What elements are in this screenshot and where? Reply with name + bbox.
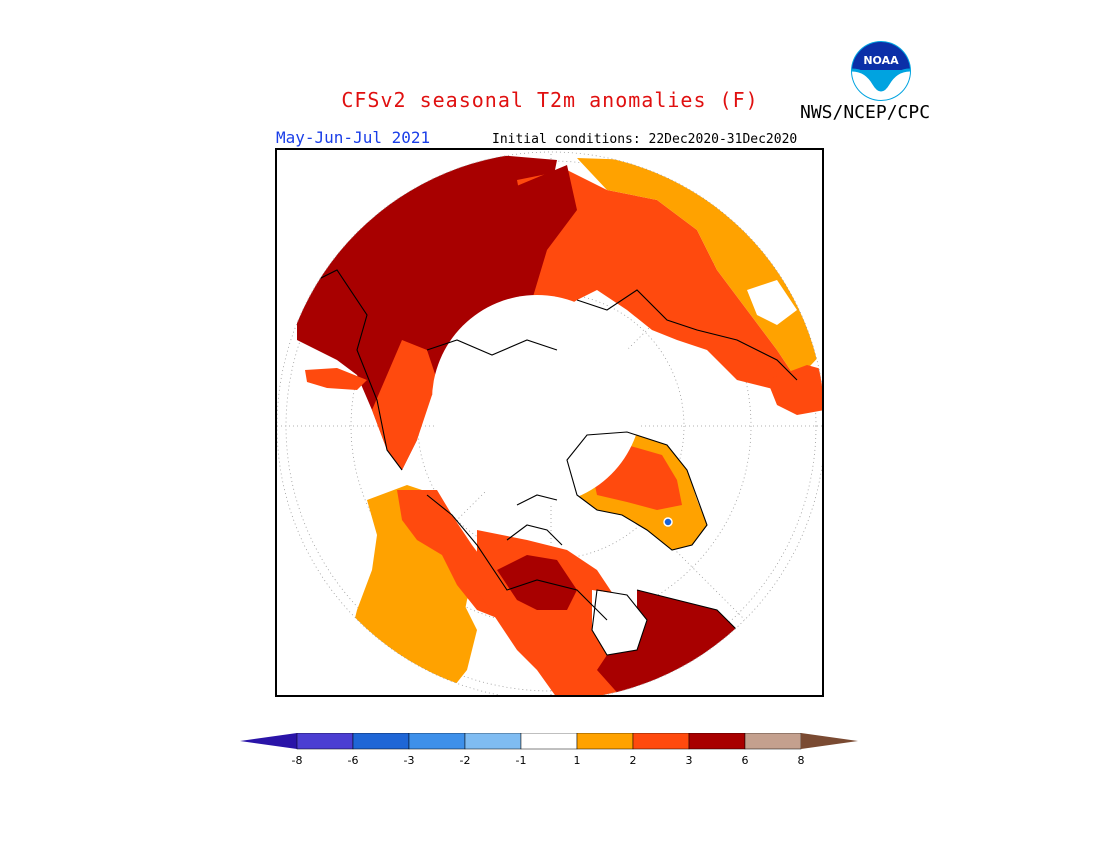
legend-bin — [632, 733, 690, 750]
legend-bin — [352, 733, 410, 750]
arctic-neutral-region — [432, 295, 642, 505]
legend-label: 3 — [686, 754, 693, 767]
noaa-logo: NOAA — [851, 41, 911, 101]
legend-bin — [576, 733, 634, 750]
legend-arrow-low — [240, 733, 297, 749]
legend-label: -8 — [292, 754, 303, 767]
anomaly-region-kamchatka — [305, 368, 367, 390]
logo-bird — [852, 70, 910, 100]
anomaly-region-hudson-white — [592, 590, 647, 655]
logo-text: NOAA — [863, 54, 899, 67]
legend-label: 1 — [574, 754, 581, 767]
legend-bin — [744, 733, 802, 750]
coastlines — [296, 269, 798, 656]
anomaly-region-pacific-nw — [417, 590, 477, 695]
legend-bin — [520, 733, 578, 750]
color-legend: -8 -6 -3 -2 -1 1 2 3 6 8 — [240, 733, 858, 767]
legend-label: -3 — [404, 754, 415, 767]
legend-label: 2 — [630, 754, 637, 767]
anomaly-region-europe — [517, 170, 797, 390]
location-marker — [663, 517, 673, 527]
map-title: CFSv2 seasonal T2m anomalies (F) — [341, 88, 759, 112]
legend-label: -6 — [348, 754, 359, 767]
legend-bin — [464, 733, 522, 750]
anomaly-region-canada-dark — [497, 555, 577, 610]
anomaly-region-siberia-fringe — [372, 340, 437, 470]
season-label: May-Jun-Jul 2021 — [276, 128, 431, 147]
legend-bin — [296, 733, 354, 750]
legend-label: 8 — [798, 754, 805, 767]
legend-bin — [688, 733, 746, 750]
legend-label: 6 — [742, 754, 749, 767]
legend-label: -1 — [516, 754, 527, 767]
legend-arrow-high — [801, 733, 858, 749]
initial-conditions-label: Initial conditions: 22Dec2020-31Dec2020 — [492, 132, 798, 147]
anomaly-region-scandinavia-core — [502, 165, 577, 320]
legend-bin — [408, 733, 466, 750]
anomaly-region-europe-south — [577, 158, 822, 380]
anomaly-region-hudson-dark — [597, 590, 737, 695]
anomaly-region-siberia — [297, 155, 557, 470]
polar-map — [277, 151, 822, 695]
agency-label: NWS/NCEP/CPC — [800, 102, 931, 123]
anomaly-region-north-africa — [767, 365, 822, 415]
map-frame — [275, 148, 824, 697]
legend-label: -2 — [460, 754, 471, 767]
anomaly-region-mediterranean-white — [747, 280, 797, 325]
